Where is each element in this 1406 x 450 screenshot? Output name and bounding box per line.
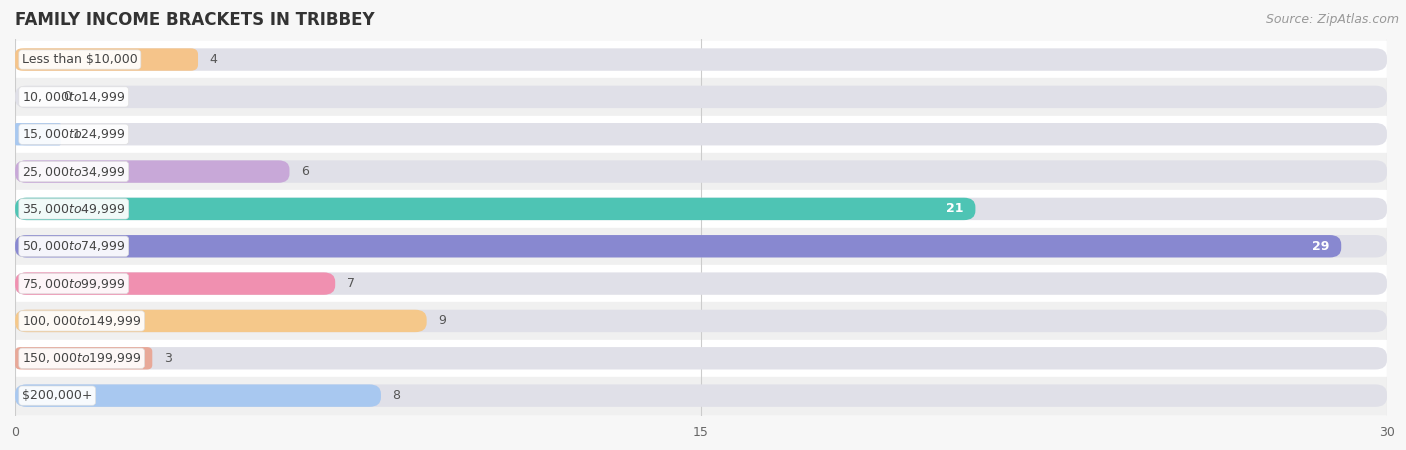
Text: 29: 29 bbox=[1312, 240, 1330, 253]
Text: 4: 4 bbox=[209, 53, 218, 66]
Text: 0: 0 bbox=[63, 90, 72, 104]
Text: $10,000 to $14,999: $10,000 to $14,999 bbox=[22, 90, 125, 104]
Bar bbox=[15, 265, 1386, 302]
Text: $35,000 to $49,999: $35,000 to $49,999 bbox=[22, 202, 125, 216]
FancyBboxPatch shape bbox=[15, 86, 1386, 108]
Text: 3: 3 bbox=[163, 352, 172, 365]
FancyBboxPatch shape bbox=[15, 198, 976, 220]
Bar bbox=[15, 377, 1386, 414]
Text: Source: ZipAtlas.com: Source: ZipAtlas.com bbox=[1265, 14, 1399, 27]
FancyBboxPatch shape bbox=[15, 384, 1386, 407]
Bar bbox=[15, 340, 1386, 377]
FancyBboxPatch shape bbox=[15, 384, 381, 407]
Bar bbox=[15, 153, 1386, 190]
Text: FAMILY INCOME BRACKETS IN TRIBBEY: FAMILY INCOME BRACKETS IN TRIBBEY bbox=[15, 11, 375, 29]
Bar bbox=[15, 41, 1386, 78]
FancyBboxPatch shape bbox=[15, 48, 1386, 71]
FancyBboxPatch shape bbox=[15, 123, 60, 145]
Text: $15,000 to $24,999: $15,000 to $24,999 bbox=[22, 127, 125, 141]
Text: $150,000 to $199,999: $150,000 to $199,999 bbox=[22, 351, 142, 365]
FancyBboxPatch shape bbox=[15, 347, 152, 369]
FancyBboxPatch shape bbox=[15, 310, 1386, 332]
FancyBboxPatch shape bbox=[15, 160, 1386, 183]
Bar bbox=[15, 190, 1386, 228]
Text: Less than $10,000: Less than $10,000 bbox=[22, 53, 138, 66]
Bar bbox=[15, 228, 1386, 265]
FancyBboxPatch shape bbox=[15, 310, 426, 332]
FancyBboxPatch shape bbox=[15, 235, 1386, 257]
Text: $75,000 to $99,999: $75,000 to $99,999 bbox=[22, 277, 125, 291]
FancyBboxPatch shape bbox=[15, 160, 290, 183]
FancyBboxPatch shape bbox=[15, 347, 1386, 369]
FancyBboxPatch shape bbox=[15, 123, 1386, 145]
Text: $200,000+: $200,000+ bbox=[22, 389, 93, 402]
FancyBboxPatch shape bbox=[15, 198, 1386, 220]
Text: 8: 8 bbox=[392, 389, 401, 402]
Text: $25,000 to $34,999: $25,000 to $34,999 bbox=[22, 165, 125, 179]
FancyBboxPatch shape bbox=[15, 272, 335, 295]
FancyBboxPatch shape bbox=[15, 48, 198, 71]
Text: 6: 6 bbox=[301, 165, 309, 178]
Text: 9: 9 bbox=[439, 315, 446, 328]
Text: 7: 7 bbox=[347, 277, 354, 290]
Text: 1: 1 bbox=[72, 128, 80, 141]
Text: $50,000 to $74,999: $50,000 to $74,999 bbox=[22, 239, 125, 253]
Text: $100,000 to $149,999: $100,000 to $149,999 bbox=[22, 314, 142, 328]
FancyBboxPatch shape bbox=[15, 272, 1386, 295]
Bar bbox=[15, 116, 1386, 153]
Bar bbox=[15, 302, 1386, 340]
FancyBboxPatch shape bbox=[15, 235, 1341, 257]
Text: 21: 21 bbox=[946, 202, 965, 216]
Bar bbox=[15, 78, 1386, 116]
